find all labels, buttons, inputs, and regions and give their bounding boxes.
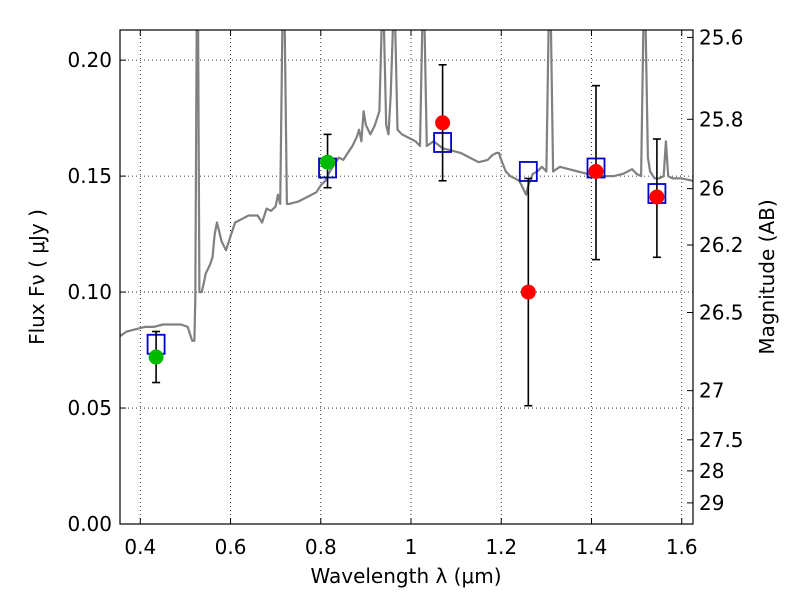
y-right-tick-label: 27.5 (699, 428, 744, 452)
y-axis-label: Flux Fν ( μJy ) (25, 209, 49, 345)
x-tick-label: 1.6 (666, 535, 698, 559)
axis-ticks: 0.4 0.6 0.8 1 1.2 1.4 1.6 0.00 0.05 0.10 0.15 0.20 2… (67, 25, 743, 559)
x-tick-label: 1.2 (485, 535, 517, 559)
x-tick-label: 1.4 (576, 535, 608, 559)
y-right-tick-label: 26 (699, 177, 724, 201)
y-tick-label: 0.00 (67, 512, 112, 536)
plot-frame (119, 29, 694, 525)
y-tick-label: 0.15 (67, 164, 112, 188)
y-right-tick-label: 26.5 (699, 300, 744, 324)
y-right-tick-label: 27 (699, 379, 724, 403)
x-tick-label: 0.8 (305, 535, 337, 559)
x-tick-label: 1 (405, 535, 418, 559)
y-right-tick-label: 28 (699, 459, 724, 483)
red-data-point (649, 189, 665, 205)
red-data-point (588, 163, 604, 179)
y-right-tick-label: 29 (699, 491, 724, 515)
y-axis-right-label: Magnitude (AB) (755, 199, 779, 354)
x-tick-label: 0.6 (215, 535, 247, 559)
y-right-tick-label: 25.8 (699, 107, 744, 131)
spectrum-line (120, 30, 693, 342)
x-axis-label: Wavelength λ (μm) (310, 564, 501, 588)
red-data-point (520, 284, 536, 300)
y-tick-label: 0.20 (67, 48, 112, 72)
green-data-point (320, 154, 336, 170)
y-tick-label: 0.10 (67, 280, 112, 304)
y-right-tick-label: 25.6 (699, 25, 744, 49)
green-data-point (148, 349, 164, 365)
y-right-tick-label: 26.2 (699, 233, 744, 257)
x-tick-label: 0.4 (124, 535, 156, 559)
plot-area (120, 30, 693, 407)
y-tick-label: 0.05 (67, 396, 112, 420)
red-data-point (435, 115, 451, 131)
